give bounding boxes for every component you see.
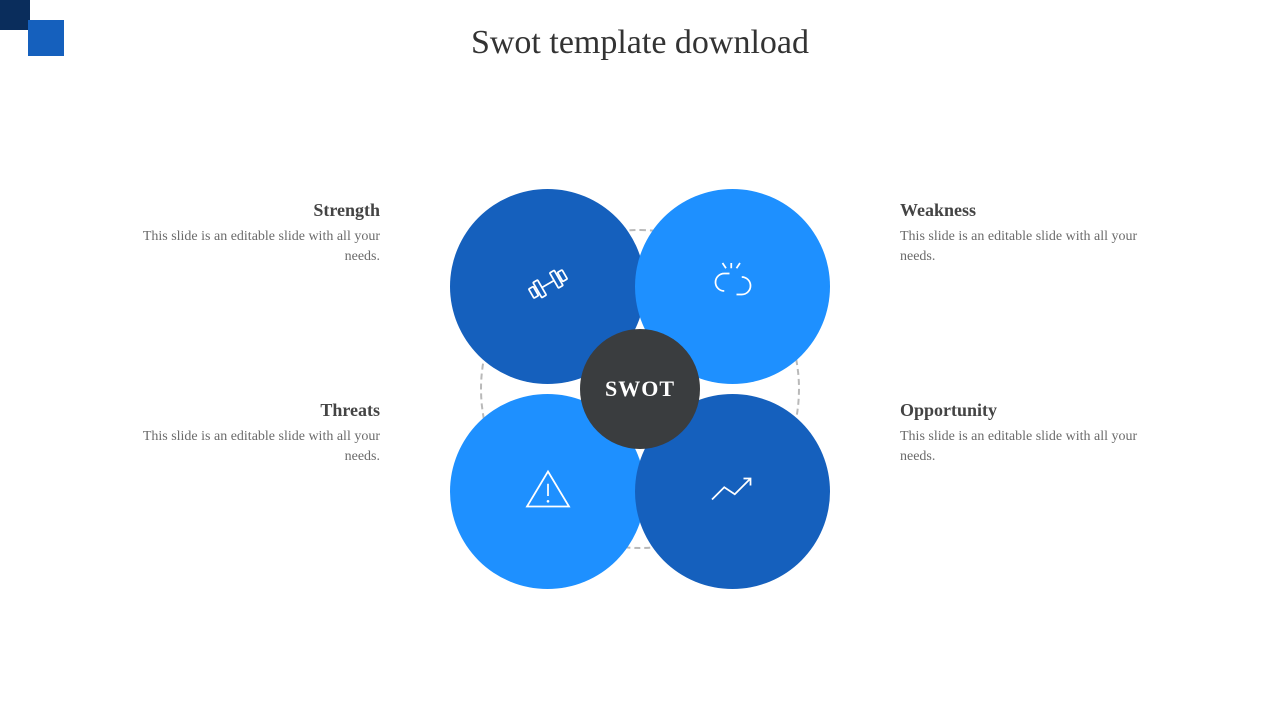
- dumbbell-icon: [520, 256, 576, 317]
- center-circle: SWOT: [580, 329, 700, 449]
- label-opportunity: Opportunity This slide is an editable sl…: [900, 400, 1160, 466]
- trend-up-icon: [705, 461, 761, 522]
- label-desc-opportunity: This slide is an editable slide with all…: [900, 427, 1160, 466]
- label-desc-strength: This slide is an editable slide with all…: [120, 227, 380, 266]
- center-label: SWOT: [605, 376, 675, 402]
- label-title-strength: Strength: [120, 200, 380, 221]
- label-title-opportunity: Opportunity: [900, 400, 1160, 421]
- label-desc-weakness: This slide is an editable slide with all…: [900, 227, 1160, 266]
- corner-decoration: [0, 0, 80, 60]
- slide-title: Swot template download: [0, 0, 1280, 62]
- label-title-weakness: Weakness: [900, 200, 1160, 221]
- swot-diagram: SWOT: [420, 169, 860, 609]
- label-threats: Threats This slide is an editable slide …: [120, 400, 380, 466]
- label-strength: Strength This slide is an editable slide…: [120, 200, 380, 266]
- broken-link-icon: [705, 256, 761, 317]
- deco-square-light: [28, 20, 64, 56]
- deco-square-dark: [0, 0, 30, 30]
- label-title-threats: Threats: [120, 400, 380, 421]
- label-desc-threats: This slide is an editable slide with all…: [120, 427, 380, 466]
- warning-icon: [520, 461, 576, 522]
- label-weakness: Weakness This slide is an editable slide…: [900, 200, 1160, 266]
